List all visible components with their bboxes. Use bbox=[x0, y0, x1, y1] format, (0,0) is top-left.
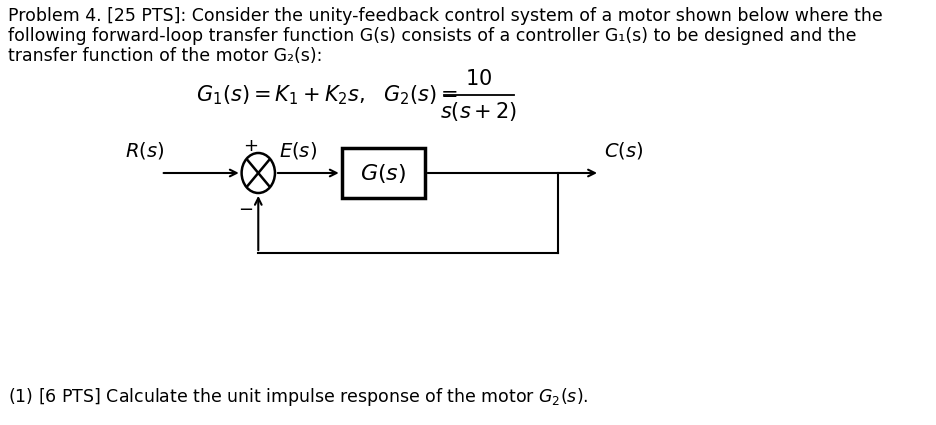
Text: following forward-loop transfer function G(s) consists of a controller G₁(s) to : following forward-loop transfer function… bbox=[8, 27, 856, 45]
Bar bbox=[342, 148, 424, 198]
Text: +: + bbox=[243, 137, 258, 155]
Text: transfer function of the motor G₂(s):: transfer function of the motor G₂(s): bbox=[8, 47, 322, 65]
Text: $E(s)$: $E(s)$ bbox=[279, 140, 316, 161]
Text: $G(s)$: $G(s)$ bbox=[359, 162, 406, 184]
Text: Problem 4. [25 PTS]: Consider the unity-feedback control system of a motor shown: Problem 4. [25 PTS]: Consider the unity-… bbox=[8, 7, 882, 25]
Text: $G_1(s) = K_1 + K_2s,$: $G_1(s) = K_1 + K_2s,$ bbox=[196, 83, 364, 107]
Text: $(1)$ [6 PTS] Calculate the unit impulse response of the motor $G_2(s)$.: $(1)$ [6 PTS] Calculate the unit impulse… bbox=[8, 386, 588, 408]
Text: $-$: $-$ bbox=[238, 199, 253, 217]
Text: $10$: $10$ bbox=[465, 69, 492, 89]
Text: $G_2(s) =$: $G_2(s) =$ bbox=[383, 83, 458, 107]
Text: $s(s + 2)$: $s(s + 2)$ bbox=[440, 99, 517, 122]
Text: $C(s)$: $C(s)$ bbox=[604, 140, 643, 161]
Text: $R(s)$: $R(s)$ bbox=[124, 140, 164, 161]
